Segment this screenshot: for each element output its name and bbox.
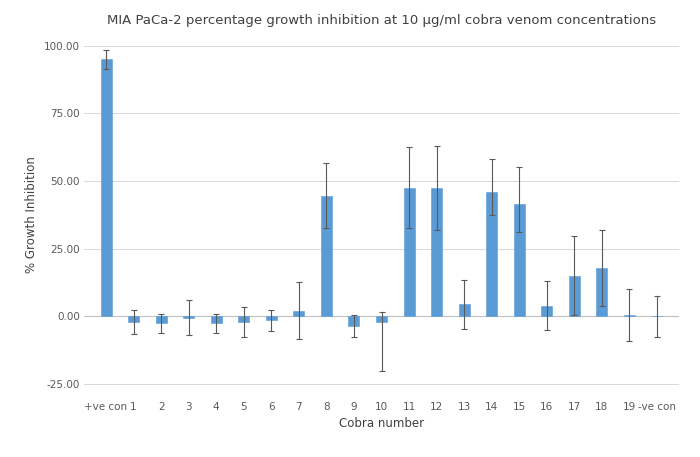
Bar <box>569 276 580 316</box>
Bar <box>458 304 470 316</box>
Bar <box>431 188 442 316</box>
Bar <box>155 316 167 323</box>
Bar <box>624 315 635 316</box>
Bar <box>183 316 194 318</box>
Bar <box>211 316 222 323</box>
Bar <box>541 306 552 316</box>
Bar <box>376 316 387 322</box>
Bar <box>596 268 608 316</box>
Bar <box>266 316 276 320</box>
Bar <box>349 316 360 326</box>
Bar <box>403 188 414 316</box>
Bar <box>321 196 332 316</box>
Bar <box>101 59 111 316</box>
X-axis label: Cobra number: Cobra number <box>339 417 424 430</box>
Bar <box>128 316 139 322</box>
Bar <box>514 204 525 316</box>
Bar <box>486 192 497 316</box>
Y-axis label: % Growth Inhibition: % Growth Inhibition <box>25 156 38 273</box>
Title: MIA PaCa-2 percentage growth inhibition at 10 μg/ml cobra venom concentrations: MIA PaCa-2 percentage growth inhibition … <box>107 14 656 27</box>
Bar <box>293 311 304 316</box>
Bar <box>238 316 249 322</box>
